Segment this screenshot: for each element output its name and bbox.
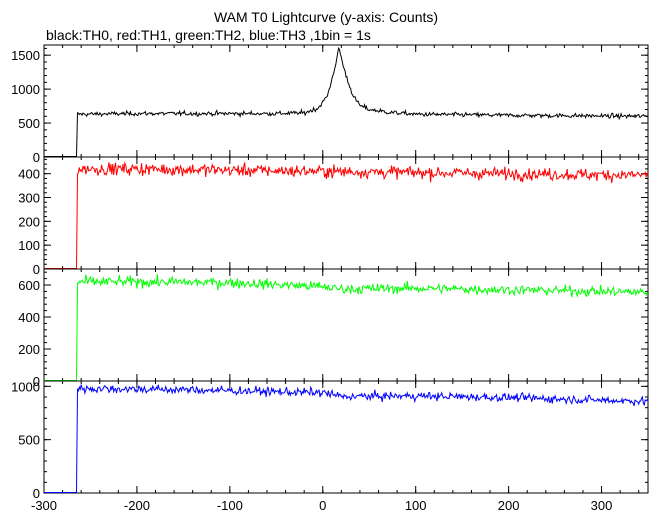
panel-th3: 0 500 1000 — [11, 379, 649, 501]
y-tick-label: 0 — [33, 486, 40, 501]
panel-frame — [43, 268, 649, 382]
y-tick-label: 0 — [33, 374, 40, 389]
x-tick-label: -300 — [31, 498, 57, 513]
series-line-th2 — [44, 273, 649, 381]
chart-title: WAM T0 Lightcurve (y-axis: Counts) — [213, 9, 439, 25]
x-tick-label: 300 — [591, 498, 613, 513]
y-tick-label: 500 — [18, 433, 40, 448]
y-tick-label: 0 — [33, 262, 40, 277]
chart-subtitle: black:TH0, red:TH1, green:TH2, blue:TH3 … — [46, 27, 371, 43]
y-tick-label: 0 — [33, 150, 40, 165]
y-tick-label: 400 — [18, 310, 40, 325]
panel-th1: 0 100 200 300 400 — [18, 156, 649, 277]
y-tick-label: 300 — [18, 191, 40, 206]
panels-layer: 0500100015000100200300400020040060005001… — [11, 44, 649, 501]
x-tick-label: 200 — [498, 498, 520, 513]
panel-frame — [43, 156, 649, 270]
y-tick-label: 1000 — [11, 379, 40, 394]
panel-th2: 0 200 400 600 — [18, 268, 649, 389]
y-tick-label: 200 — [18, 214, 40, 229]
x-tick-label: 100 — [405, 498, 427, 513]
panel-frame — [43, 44, 649, 158]
x-tick-label: 0 — [319, 498, 326, 513]
y-tick-label: 600 — [18, 278, 40, 293]
series-line-th1 — [44, 161, 649, 269]
y-tick-label: 1500 — [11, 48, 40, 63]
x-tick-label: -200 — [124, 498, 150, 513]
series-line-th0 — [44, 46, 649, 157]
panel-frame — [43, 380, 649, 494]
y-tick-label: 1000 — [11, 82, 40, 97]
x-tick-label: -100 — [217, 498, 243, 513]
series-line-th3 — [44, 384, 649, 493]
y-tick-label: 200 — [18, 342, 40, 357]
y-tick-label: 100 — [18, 238, 40, 253]
panel-th0: 0 500 1000 1500 — [11, 44, 649, 165]
x-axis: -300 -200 -100 0 100 200 300 — [31, 498, 612, 513]
y-tick-label: 500 — [18, 116, 40, 131]
y-tick-label: 400 — [18, 167, 40, 182]
